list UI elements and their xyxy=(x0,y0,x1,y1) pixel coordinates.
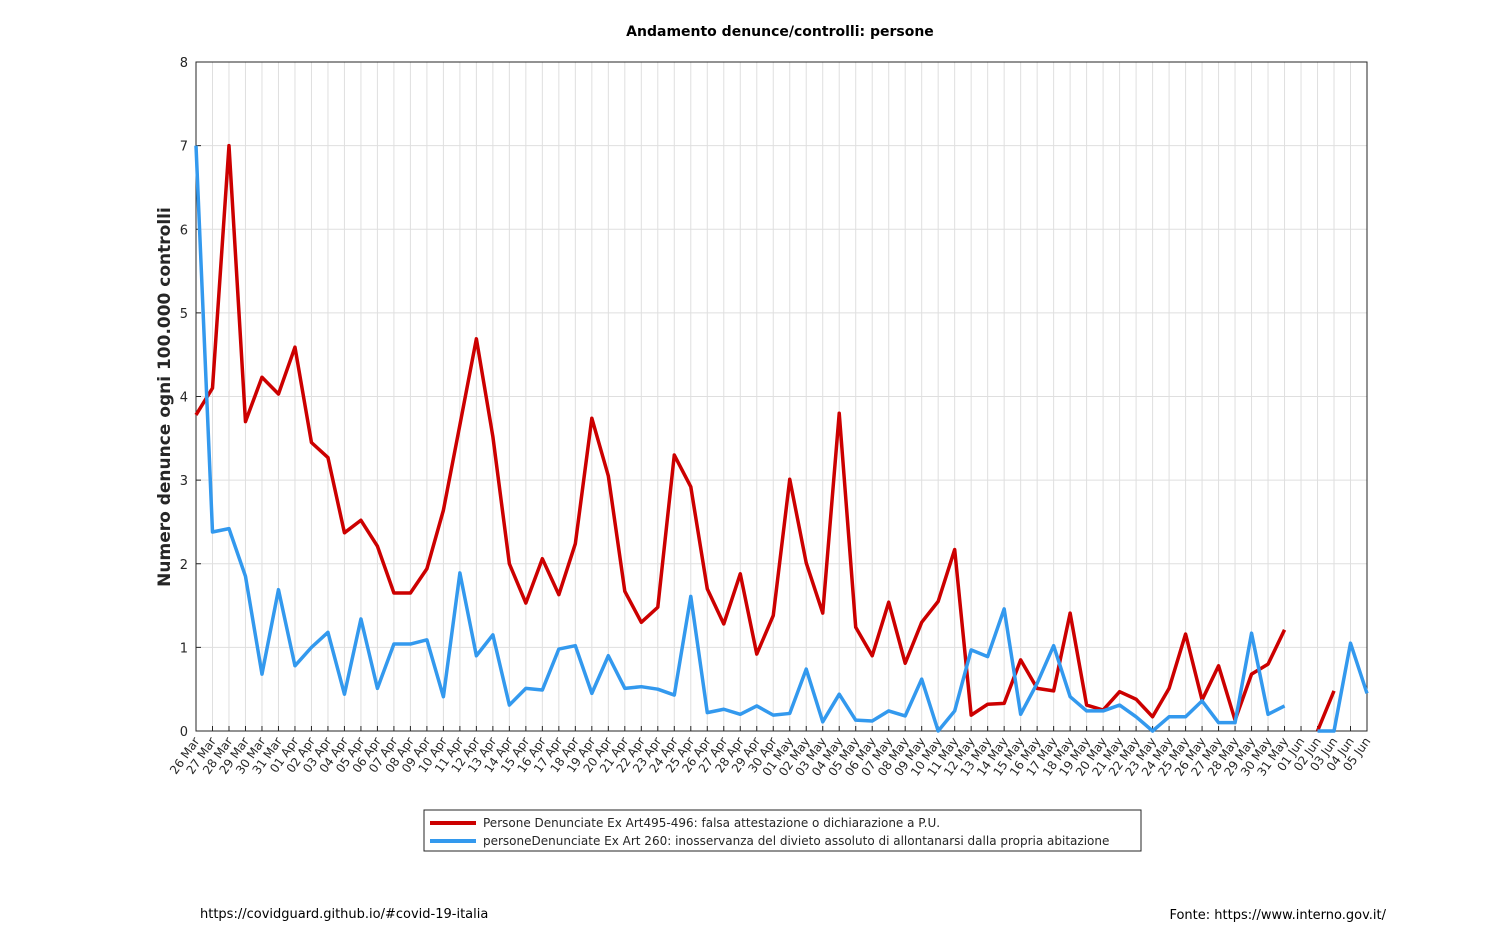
y-tick-label: 1 xyxy=(180,641,188,656)
y-tick-label: 4 xyxy=(180,391,188,406)
y-tick-label: 3 xyxy=(180,474,188,489)
y-tick-label: 7 xyxy=(180,140,188,155)
y-tick-label: 0 xyxy=(180,725,188,740)
legend-label: Persone Denunciate Ex Art495-496: falsa … xyxy=(483,816,940,830)
y-tick-label: 5 xyxy=(180,307,188,322)
footer-left: https://covidguard.github.io/#covid-19-i… xyxy=(200,907,488,922)
chart-title: Andamento denunce/controlli: persone xyxy=(626,24,934,40)
data-line xyxy=(194,145,1369,733)
y-tick-label: 8 xyxy=(180,56,188,71)
legend-label: personeDenunciate Ex Art 260: inosservan… xyxy=(483,834,1109,848)
legend-box xyxy=(423,809,1142,852)
y-axis-label: Numero denunce ogni 100.000 controlli xyxy=(155,207,175,587)
plot-border xyxy=(195,61,1368,732)
footer-right: Fonte: https://www.interno.gov.it/ xyxy=(1169,908,1386,923)
y-tick-label: 6 xyxy=(180,223,188,238)
y-tick-label: 2 xyxy=(180,558,188,573)
